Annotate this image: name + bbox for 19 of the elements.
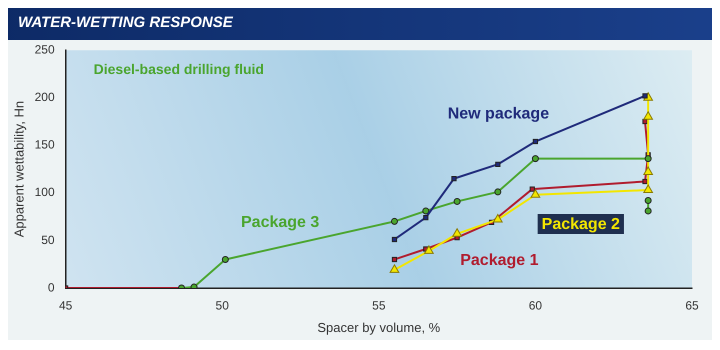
series-label: Package 3 xyxy=(241,214,320,232)
y-tick-label: 200 xyxy=(34,90,55,104)
y-tick-label: 100 xyxy=(34,185,55,200)
y-tick-label: 150 xyxy=(34,138,55,152)
y-tick-label: 0 xyxy=(48,280,55,294)
x-tick-label: 55 xyxy=(372,298,386,313)
x-tick-label: 45 xyxy=(58,298,73,313)
y-axis-title: Apparent wettability, Hn xyxy=(11,100,26,238)
x-axis-title: Spacer by volume, % xyxy=(317,320,441,335)
series-label: Package 1 xyxy=(460,252,539,270)
series-label: New package xyxy=(448,106,550,123)
y-tick-label: 50 xyxy=(41,232,55,247)
x-tick-label: 60 xyxy=(528,298,542,313)
chart-title: WATER-WETTING RESPONSE xyxy=(8,8,712,40)
x-tick-label: 65 xyxy=(685,298,699,313)
x-tick-label: 50 xyxy=(216,298,230,313)
y-tick-label: 250 xyxy=(34,42,55,57)
annotation: Diesel-based drilling fluid xyxy=(94,61,264,78)
series-label: Package 2 xyxy=(542,216,620,234)
